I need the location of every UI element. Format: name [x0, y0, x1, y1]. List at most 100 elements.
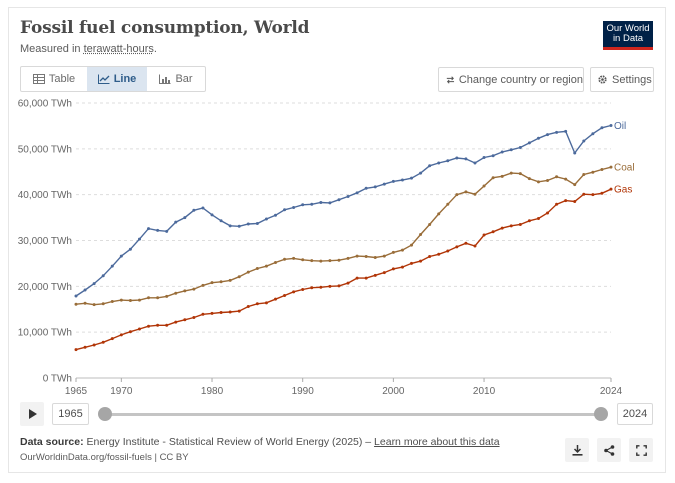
- data-point-oil[interactable]: [183, 216, 187, 220]
- data-point-gas[interactable]: [110, 337, 114, 341]
- data-point-gas[interactable]: [536, 217, 540, 220]
- tab-bar[interactable]: Bar: [147, 67, 205, 91]
- data-point-coal[interactable]: [573, 183, 577, 187]
- data-point-coal[interactable]: [518, 172, 522, 176]
- tab-line[interactable]: Line: [87, 67, 147, 91]
- data-point-oil[interactable]: [237, 224, 241, 228]
- data-point-gas[interactable]: [455, 245, 459, 249]
- data-point-coal[interactable]: [292, 256, 296, 260]
- data-point-oil[interactable]: [509, 148, 513, 152]
- data-point-gas[interactable]: [192, 316, 196, 319]
- data-point-oil[interactable]: [319, 200, 323, 204]
- data-point-oil[interactable]: [410, 176, 414, 180]
- data-point-gas[interactable]: [564, 199, 568, 203]
- data-point-gas[interactable]: [364, 276, 368, 280]
- data-point-gas[interactable]: [264, 301, 268, 305]
- data-point-gas[interactable]: [147, 324, 151, 328]
- data-point-coal[interactable]: [137, 298, 141, 302]
- data-point-gas[interactable]: [101, 340, 105, 344]
- data-point-coal[interactable]: [192, 287, 196, 291]
- data-point-coal[interactable]: [446, 202, 450, 206]
- data-point-coal[interactable]: [355, 254, 359, 258]
- data-point-oil[interactable]: [500, 150, 504, 154]
- data-point-oil[interactable]: [546, 133, 550, 137]
- data-point-coal[interactable]: [419, 233, 423, 237]
- data-point-gas[interactable]: [446, 249, 450, 253]
- data-point-oil[interactable]: [74, 294, 78, 298]
- share-button[interactable]: [597, 438, 621, 462]
- data-point-oil[interactable]: [536, 136, 540, 140]
- data-point-oil[interactable]: [609, 123, 613, 127]
- data-point-coal[interactable]: [110, 299, 114, 303]
- data-point-gas[interactable]: [246, 305, 250, 308]
- data-point-gas[interactable]: [428, 255, 432, 259]
- data-point-gas[interactable]: [337, 284, 341, 288]
- data-point-oil[interactable]: [192, 208, 196, 212]
- data-point-oil[interactable]: [555, 130, 559, 134]
- data-point-gas[interactable]: [437, 252, 441, 256]
- data-point-oil[interactable]: [110, 264, 114, 268]
- data-point-oil[interactable]: [364, 186, 368, 190]
- settings-button[interactable]: Settings: [590, 67, 654, 92]
- data-point-gas[interactable]: [137, 327, 141, 331]
- data-point-oil[interactable]: [400, 178, 404, 182]
- data-point-gas[interactable]: [500, 226, 504, 230]
- data-point-oil[interactable]: [337, 198, 341, 202]
- data-point-coal[interactable]: [219, 280, 223, 284]
- data-point-oil[interactable]: [373, 185, 377, 189]
- data-point-gas[interactable]: [228, 310, 232, 314]
- data-point-oil[interactable]: [391, 179, 395, 183]
- data-point-coal[interactable]: [174, 291, 178, 295]
- timeline-end-year[interactable]: 2024: [617, 403, 653, 425]
- timeline-end-handle[interactable]: [594, 407, 608, 421]
- data-point-coal[interactable]: [246, 270, 250, 274]
- data-point-gas[interactable]: [419, 259, 423, 263]
- owid-logo[interactable]: Our World in Data: [603, 21, 653, 50]
- data-point-oil[interactable]: [83, 288, 87, 292]
- data-point-gas[interactable]: [83, 345, 87, 349]
- data-point-oil[interactable]: [355, 191, 359, 195]
- data-point-gas[interactable]: [319, 285, 323, 289]
- data-point-gas[interactable]: [237, 309, 241, 313]
- data-point-gas[interactable]: [301, 288, 305, 292]
- data-point-coal[interactable]: [156, 296, 160, 300]
- change-country-button[interactable]: Change country or region: [438, 67, 584, 92]
- data-point-gas[interactable]: [183, 318, 187, 322]
- data-point-coal[interactable]: [92, 303, 96, 307]
- unit-definition-link[interactable]: terawatt-hours: [83, 43, 154, 55]
- data-point-coal[interactable]: [428, 222, 432, 226]
- data-point-oil[interactable]: [273, 213, 277, 217]
- data-point-coal[interactable]: [582, 173, 586, 176]
- data-point-oil[interactable]: [210, 213, 214, 217]
- data-point-oil[interactable]: [255, 222, 259, 226]
- data-point-oil[interactable]: [527, 141, 531, 145]
- data-point-gas[interactable]: [156, 323, 160, 327]
- data-point-coal[interactable]: [264, 264, 268, 268]
- data-point-oil[interactable]: [346, 195, 350, 198]
- data-point-oil[interactable]: [473, 161, 477, 165]
- play-button[interactable]: [20, 402, 44, 426]
- data-point-oil[interactable]: [482, 156, 486, 160]
- data-point-gas[interactable]: [400, 265, 404, 269]
- data-point-oil[interactable]: [156, 228, 160, 232]
- data-point-gas[interactable]: [509, 224, 513, 228]
- data-point-oil[interactable]: [174, 220, 178, 224]
- data-point-coal[interactable]: [482, 184, 486, 188]
- data-point-gas[interactable]: [482, 233, 486, 237]
- data-point-coal[interactable]: [283, 257, 287, 261]
- data-point-gas[interactable]: [174, 320, 178, 324]
- data-point-coal[interactable]: [310, 259, 314, 263]
- data-point-gas[interactable]: [382, 271, 386, 275]
- data-point-gas[interactable]: [609, 187, 613, 191]
- data-point-coal[interactable]: [301, 258, 305, 262]
- data-point-gas[interactable]: [582, 192, 586, 196]
- data-point-gas[interactable]: [292, 290, 296, 294]
- data-point-oil[interactable]: [573, 151, 577, 155]
- data-point-oil[interactable]: [301, 203, 305, 207]
- data-point-coal[interactable]: [500, 174, 504, 178]
- data-point-oil[interactable]: [582, 139, 586, 143]
- data-point-coal[interactable]: [473, 192, 477, 196]
- data-point-coal[interactable]: [491, 176, 495, 180]
- data-point-oil[interactable]: [428, 164, 432, 168]
- data-point-coal[interactable]: [328, 259, 332, 263]
